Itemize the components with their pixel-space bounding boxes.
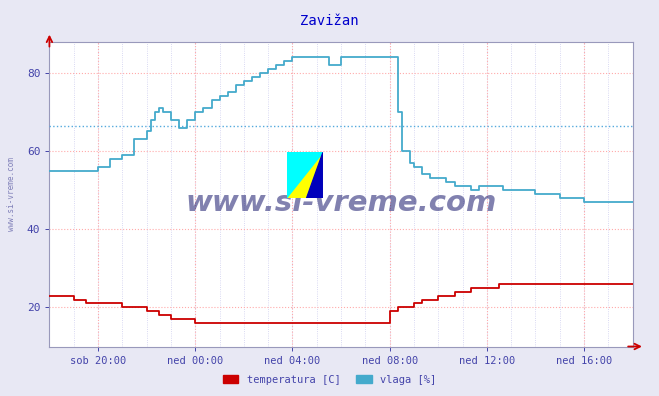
Polygon shape (287, 152, 323, 198)
Text: www.si-vreme.com: www.si-vreme.com (7, 157, 16, 231)
Legend: temperatura [C], vlaga [%]: temperatura [C], vlaga [%] (219, 371, 440, 389)
Text: Zavižan: Zavižan (301, 14, 358, 28)
Text: www.si-vreme.com: www.si-vreme.com (185, 189, 497, 217)
Polygon shape (306, 152, 323, 198)
